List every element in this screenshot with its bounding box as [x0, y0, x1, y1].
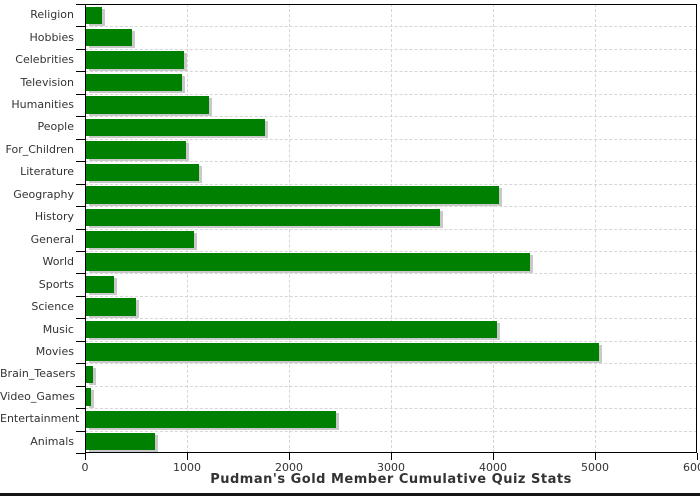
category-label: Movies: [35, 344, 74, 358]
y-axis-tick: [76, 26, 85, 28]
bar: [86, 163, 200, 182]
y-axis-tick: [76, 183, 85, 185]
category-label: Entertainment: [0, 412, 80, 426]
h-gridline: [85, 363, 697, 365]
chart-title: Pudman's Gold Member Cumulative Quiz Sta…: [210, 472, 572, 487]
bar: [86, 73, 182, 92]
h-gridline: [85, 183, 697, 185]
h-gridline: [85, 138, 697, 140]
bar: [86, 388, 92, 406]
y-axis-tick: [76, 138, 85, 140]
h-gridline: [85, 48, 697, 50]
x-axis-tick: [595, 453, 596, 460]
bar: [86, 275, 114, 294]
bar: [86, 208, 440, 226]
x-axis-tick: [187, 453, 188, 460]
y-axis-tick: [76, 116, 85, 118]
category-label: Humanities: [11, 98, 74, 112]
y-axis-tick: [76, 4, 85, 5]
x-axis-tick: [697, 453, 698, 460]
category-label: Brain_Teasers: [0, 367, 76, 381]
category-label: Religion: [30, 8, 74, 22]
x-tick-label: 3000: [377, 461, 405, 474]
y-axis-tick: [76, 71, 85, 73]
h-gridline: [85, 430, 697, 432]
h-gridline: [85, 228, 697, 230]
bar: [86, 6, 103, 24]
h-gridline: [85, 206, 697, 208]
x-tick-label: 1000: [173, 461, 201, 474]
y-axis-tick: [76, 408, 85, 410]
y-axis-tick: [76, 385, 85, 387]
x-axis-tick: [85, 453, 86, 460]
y-axis-tick: [76, 93, 85, 95]
bar: [86, 320, 498, 339]
x-tick-label: 5000: [581, 461, 609, 474]
category-label: Video_Games: [0, 389, 75, 403]
h-gridline: [85, 71, 697, 73]
x-axis-tick: [391, 453, 392, 460]
y-axis-tick: [76, 295, 85, 297]
h-gridline: [85, 273, 697, 275]
category-label: Sports: [38, 277, 74, 291]
bottom-rule: [0, 493, 700, 496]
category-label: Animals: [30, 434, 74, 448]
x-axis-tick: [289, 453, 290, 460]
category-label: Literature: [20, 165, 74, 179]
y-axis-tick: [76, 453, 85, 454]
bar: [86, 231, 195, 249]
h-gridline: [85, 295, 697, 297]
y-axis-tick: [76, 228, 85, 230]
h-gridline: [85, 116, 697, 118]
y-axis-tick: [76, 363, 85, 365]
h-gridline: [85, 340, 697, 342]
bar: [86, 410, 336, 429]
x-axis-tick: [493, 453, 494, 460]
bar: [86, 343, 600, 361]
bar: [86, 141, 186, 159]
category-label: Celebrities: [15, 53, 74, 67]
h-gridline: [85, 250, 697, 252]
bar: [86, 433, 156, 451]
bar: [86, 28, 132, 47]
y-axis-tick: [76, 430, 85, 432]
y-axis-tick: [76, 48, 85, 50]
h-gridline: [85, 26, 697, 28]
x-tick-label: 2000: [275, 461, 303, 474]
category-label: History: [34, 210, 74, 224]
category-label: Music: [42, 322, 74, 336]
h-gridline: [85, 161, 697, 163]
category-label: Geography: [13, 187, 74, 201]
bar: [86, 186, 500, 204]
bar: [86, 51, 184, 69]
bar: [86, 298, 136, 316]
y-axis-tick: [76, 161, 85, 163]
y-axis-tick: [76, 206, 85, 208]
y-axis-tick: [76, 340, 85, 342]
category-label: Hobbies: [29, 30, 74, 44]
category-label: World: [42, 255, 74, 269]
x-tick-label: 0: [81, 461, 89, 474]
x-tick-label: 4000: [479, 461, 507, 474]
category-label: For_Children: [5, 142, 74, 156]
x-tick-label: 6000: [683, 461, 700, 474]
category-label: People: [37, 120, 74, 134]
h-gridline: [85, 385, 697, 387]
h-gridline: [85, 318, 697, 320]
h-gridline: [85, 408, 697, 410]
h-gridline: [85, 93, 697, 95]
y-axis-tick: [76, 250, 85, 252]
bar: [86, 96, 210, 114]
bar: [86, 365, 94, 384]
category-label: Television: [20, 75, 75, 89]
y-axis-tick: [76, 273, 85, 275]
category-label: Science: [31, 300, 74, 314]
bar: [86, 253, 530, 271]
category-label: General: [30, 232, 74, 246]
bar: [86, 118, 265, 137]
y-axis-tick: [76, 318, 85, 320]
